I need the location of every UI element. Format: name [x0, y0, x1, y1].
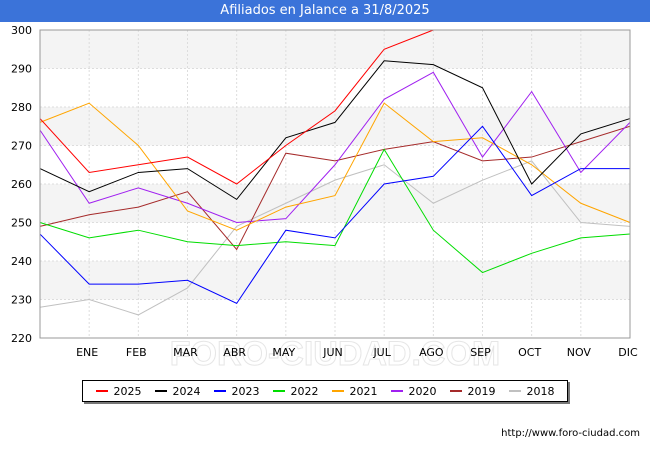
legend-label: 2024: [172, 384, 201, 398]
legend-swatch: [449, 390, 462, 392]
legend-item-2025: 2025: [95, 384, 142, 398]
legend-swatch: [272, 390, 285, 392]
series-line-2018: [39, 160, 631, 316]
legend-item-2020: 2020: [390, 384, 437, 398]
series-line-2025: [39, 29, 434, 185]
legend-item-2024: 2024: [154, 384, 201, 398]
x-tick-label: DIC: [618, 346, 638, 359]
legend-label: 2020: [408, 384, 437, 398]
series-line-2019: [39, 125, 631, 251]
series-line-2021: [39, 102, 631, 231]
chart-title: Afiliados en Jalance a 31/8/2025: [220, 3, 430, 18]
legend-label: 2025: [113, 384, 142, 398]
x-tick-label: JUL: [372, 346, 391, 359]
x-tick-label: MAR: [173, 346, 198, 359]
x-tick-label: AGO: [419, 346, 444, 359]
watermark: FORO-CIUDAD.COM: [170, 335, 501, 373]
x-tick-label: MAY: [272, 346, 295, 359]
legend-label: 2019: [467, 384, 496, 398]
x-tick-label: NOV: [567, 346, 592, 359]
x-tick-label: OCT: [518, 346, 541, 359]
series-line-2024: [39, 60, 631, 201]
legend-label: 2018: [526, 384, 555, 398]
legend-swatch: [390, 390, 403, 392]
source-url: http://www.foro-ciudad.com: [501, 428, 640, 439]
plot-frame: [39, 29, 631, 339]
x-tick-label: ENE: [76, 346, 98, 359]
x-tick-label: JUN: [322, 346, 343, 359]
legend-swatch: [154, 390, 167, 392]
y-tick-label: 250: [11, 217, 32, 230]
legend-item-2018: 2018: [508, 384, 555, 398]
legend-item-2021: 2021: [331, 384, 378, 398]
y-tick-label: 260: [11, 178, 32, 191]
series-line-2022: [39, 148, 631, 274]
legend-item-2022: 2022: [272, 384, 319, 398]
legend-swatch: [213, 390, 226, 392]
y-tick-label: 220: [11, 332, 32, 345]
series-line-2023: [39, 125, 630, 304]
legend-label: 2023: [231, 384, 260, 398]
x-tick-label: FEB: [126, 346, 147, 359]
legend-label: 2021: [349, 384, 378, 398]
legend-item-2023: 2023: [213, 384, 260, 398]
y-tick-label: 270: [11, 140, 32, 153]
series-line-2020: [39, 71, 631, 224]
legend: 2025 2024 2023 2022 2021 2020 2019 2018: [82, 380, 568, 402]
legend-label: 2022: [290, 384, 319, 398]
x-tick-label: ABR: [223, 346, 246, 359]
y-tick-label: 290: [11, 63, 32, 76]
legend-swatch: [95, 390, 108, 392]
y-tick-label: 280: [11, 101, 32, 114]
legend-item-2019: 2019: [449, 384, 496, 398]
y-tick-label: 230: [11, 294, 32, 307]
y-tick-label: 240: [11, 255, 32, 268]
y-tick-label: 300: [11, 24, 32, 37]
legend-swatch: [331, 390, 344, 392]
title-bar: [0, 0, 650, 22]
x-tick-label: SEP: [470, 346, 491, 359]
line-chart: FORO-CIUDAD.COM 220 230 240 250 260 270 280 290…: [11, 24, 638, 374]
legend-swatch: [508, 390, 521, 392]
